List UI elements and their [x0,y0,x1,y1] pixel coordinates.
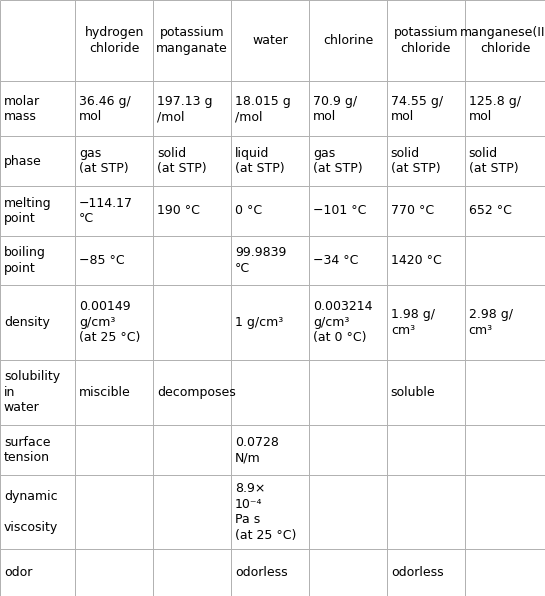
Text: solid
(at STP): solid (at STP) [391,147,440,175]
Text: odorless: odorless [235,566,288,579]
Text: 8.9×
10⁻⁴
Pa s
(at 25 °C): 8.9× 10⁻⁴ Pa s (at 25 °C) [235,482,296,542]
Text: 2.98 g/
cm³: 2.98 g/ cm³ [469,308,513,337]
Text: gas
(at STP): gas (at STP) [79,147,129,175]
Text: odor: odor [4,566,32,579]
Text: soluble: soluble [391,386,435,399]
Text: solid
(at STP): solid (at STP) [469,147,518,175]
Text: density: density [4,316,50,329]
Text: 770 °C: 770 °C [391,204,434,218]
Text: potassium
manganate: potassium manganate [156,26,228,55]
Text: 74.55 g/
mol: 74.55 g/ mol [391,95,443,123]
Text: −85 °C: −85 °C [79,254,125,267]
Text: −34 °C: −34 °C [313,254,358,267]
Text: odorless: odorless [391,566,444,579]
Text: miscible: miscible [79,386,131,399]
Text: 1.98 g/
cm³: 1.98 g/ cm³ [391,308,435,337]
Text: 190 °C: 190 °C [157,204,200,218]
Text: 652 °C: 652 °C [469,204,512,218]
Text: 0 °C: 0 °C [235,204,262,218]
Text: 1420 °C: 1420 °C [391,254,441,267]
Text: surface
tension: surface tension [4,436,50,464]
Text: solid
(at STP): solid (at STP) [157,147,207,175]
Text: water: water [252,34,288,47]
Text: dynamic

viscosity: dynamic viscosity [4,490,58,534]
Text: −101 °C: −101 °C [313,204,366,218]
Text: hydrogen
chloride: hydrogen chloride [84,26,144,55]
Text: liquid
(at STP): liquid (at STP) [235,147,284,175]
Text: 0.00149
g/cm³
(at 25 °C): 0.00149 g/cm³ (at 25 °C) [79,300,141,344]
Text: phase: phase [4,155,41,167]
Text: 0.0728
N/m: 0.0728 N/m [235,436,279,464]
Text: 70.9 g/
mol: 70.9 g/ mol [313,95,357,123]
Text: 0.003214
g/cm³
(at 0 °C): 0.003214 g/cm³ (at 0 °C) [313,300,372,344]
Text: gas
(at STP): gas (at STP) [313,147,362,175]
Text: 36.46 g/
mol: 36.46 g/ mol [79,95,131,123]
Text: −114.17
°C: −114.17 °C [79,197,133,225]
Text: boiling
point: boiling point [4,246,46,275]
Text: manganese(II)
chloride: manganese(II) chloride [460,26,545,55]
Text: 125.8 g/
mol: 125.8 g/ mol [469,95,520,123]
Text: decomposes: decomposes [157,386,235,399]
Text: molar
mass: molar mass [4,95,40,123]
Text: 99.9839
°C: 99.9839 °C [235,246,286,275]
Text: 18.015 g
/mol: 18.015 g /mol [235,95,290,123]
Text: 197.13 g
/mol: 197.13 g /mol [157,95,213,123]
Text: chlorine: chlorine [323,34,373,47]
Text: potassium
chloride: potassium chloride [393,26,458,55]
Text: solubility
in
water: solubility in water [4,370,60,414]
Text: melting
point: melting point [4,197,51,225]
Text: 1 g/cm³: 1 g/cm³ [235,316,283,329]
